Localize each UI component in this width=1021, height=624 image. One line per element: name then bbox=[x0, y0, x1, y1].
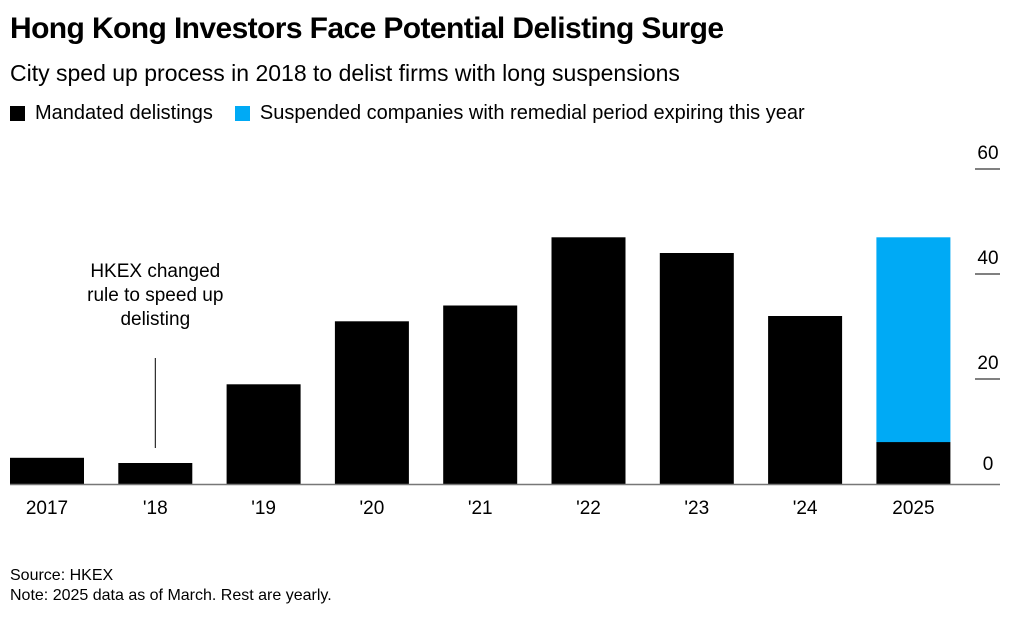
annotation-line: delisting bbox=[120, 309, 190, 330]
legend-swatch-suspended bbox=[234, 106, 250, 121]
y-tick-label: 20 bbox=[977, 353, 998, 374]
x-tick-label: '22 bbox=[576, 498, 601, 519]
bar-mandated bbox=[226, 384, 301, 485]
bar-chart: 0 20 40 60 2017 '18 '19 '20 '21 '22 '23 '24 2025 HK… bbox=[10, 143, 1000, 519]
bars bbox=[10, 237, 951, 485]
y-axis: 0 20 40 60 bbox=[975, 143, 1000, 475]
y-tick-label: 0 bbox=[983, 454, 994, 475]
x-tick-label: '20 bbox=[360, 498, 385, 519]
x-tick-label: 2017 bbox=[26, 498, 68, 519]
bar-mandated bbox=[118, 463, 193, 484]
x-tick-label: '23 bbox=[684, 498, 709, 519]
bar-mandated bbox=[334, 321, 409, 485]
bar-mandated bbox=[443, 305, 518, 484]
annotation: HKEX changed rule to speed up delisting bbox=[87, 261, 223, 448]
x-tick-label: 2025 bbox=[892, 498, 934, 519]
source-note: Source: HKEX bbox=[10, 567, 114, 584]
x-tick-label: '18 bbox=[143, 498, 168, 519]
data-note: Note: 2025 data as of March. Rest are ye… bbox=[10, 587, 332, 604]
y-tick-label: 40 bbox=[977, 248, 998, 269]
legend-swatch-mandated bbox=[10, 106, 25, 121]
legend-label-mandated: Mandated delistings bbox=[35, 102, 213, 124]
bar-mandated bbox=[876, 442, 951, 484]
footer: Source: HKEX Note: 2025 data as of March… bbox=[10, 566, 332, 606]
legend: Mandated delistings Suspended companies … bbox=[10, 102, 827, 125]
bar-mandated bbox=[551, 237, 626, 485]
y-tick-label: 60 bbox=[977, 143, 998, 164]
annotation-line: rule to speed up bbox=[87, 285, 223, 306]
chart-title: Hong Kong Investors Face Potential Delis… bbox=[10, 12, 724, 45]
annotation-line: HKEX changed bbox=[90, 261, 220, 282]
x-tick-label: '19 bbox=[251, 498, 276, 519]
x-tick-label: '24 bbox=[793, 498, 818, 519]
bar-suspended bbox=[876, 237, 951, 443]
annotation-text: HKEX changed rule to speed up delisting bbox=[87, 261, 223, 330]
chart-subtitle: City sped up process in 2018 to delist f… bbox=[10, 60, 680, 86]
bar-mandated bbox=[659, 253, 734, 484]
x-axis: 2017 '18 '19 '20 '21 '22 '23 '24 2025 bbox=[10, 483, 1000, 519]
bar-mandated bbox=[10, 457, 84, 485]
legend-item-mandated: Mandated delistings bbox=[10, 102, 213, 125]
legend-item-suspended: Suspended companies with remedial period… bbox=[234, 102, 805, 125]
x-tick-label: '21 bbox=[468, 498, 493, 519]
legend-label-suspended: Suspended companies with remedial period… bbox=[259, 102, 805, 124]
bar-mandated bbox=[768, 316, 843, 484]
